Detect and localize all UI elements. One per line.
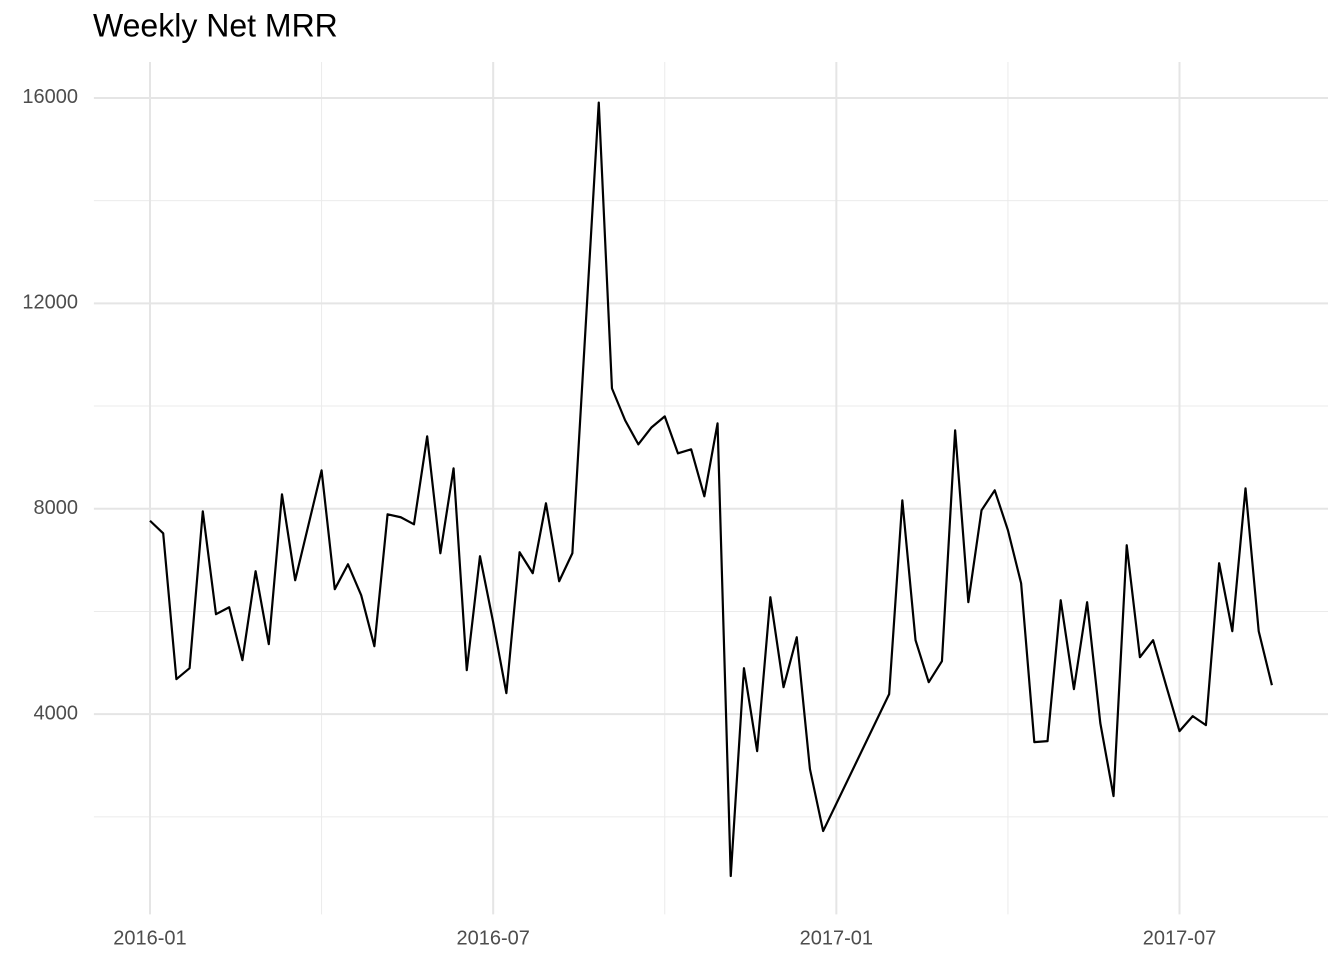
x-tick-label: 2016-07	[456, 927, 529, 949]
y-tick-label: 12000	[22, 292, 78, 314]
data-line	[149, 101, 1273, 878]
x-tick-label: 2017-07	[1143, 927, 1216, 949]
y-tick-label: 8000	[34, 497, 79, 519]
chart-title: Weekly Net MRR	[93, 7, 338, 43]
x-tick-label: 2017-01	[800, 927, 873, 949]
y-tick-label: 4000	[34, 702, 79, 724]
y-tick-label: 16000	[22, 86, 78, 108]
x-tick-label: 2016-01	[113, 927, 186, 949]
